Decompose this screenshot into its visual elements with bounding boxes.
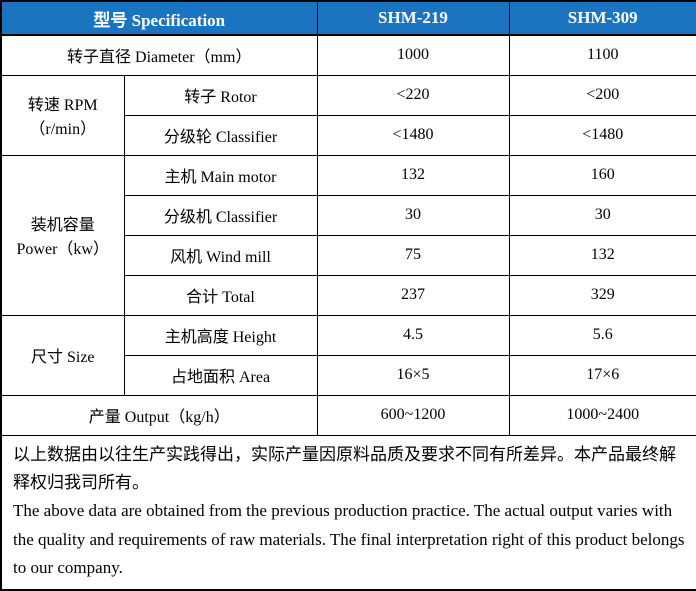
value-rpm-classifier-shm309: <1480 xyxy=(508,114,696,156)
row-power-wind-mill: 风机 Wind mill 75 132 xyxy=(1,234,696,276)
row-size-height: 尺寸 Size 主机高度 Height 4.5 5.6 xyxy=(0,314,696,396)
row-label-diameter: 转子直径 Diameter（mm） xyxy=(0,34,318,76)
value-area-shm309: 17×6 xyxy=(508,354,696,396)
row-power-main-motor: 装机容量 Power（kw） 主机 Main motor 132 160 xyxy=(0,154,696,316)
value-power-classifier-shm309: 30 xyxy=(508,194,696,236)
row-rpm-rotor: 转速 RPM （r/min） 转子 Rotor <220 <200 xyxy=(0,74,696,156)
header-spec-label: 型号 Specification xyxy=(0,0,318,36)
value-total-shm309: 329 xyxy=(508,274,696,316)
value-wind-mill-shm309: 132 xyxy=(508,234,696,276)
value-main-motor-shm219: 132 xyxy=(316,154,510,196)
row-output: 产量 Output（kg/h） 600~1200 1000~2400 xyxy=(0,394,696,436)
row-label-total: 合计 Total xyxy=(123,274,318,316)
row-label-area: 占地面积 Area xyxy=(123,354,318,396)
value-output-shm309: 1000~2400 xyxy=(508,394,696,436)
row-label-rpm-classifier: 分级轮 Classifier xyxy=(123,114,318,156)
header-model-shm309: SHM-309 xyxy=(508,0,696,36)
value-output-shm219: 600~1200 xyxy=(316,394,510,436)
row-label-main-motor: 主机 Main motor xyxy=(123,154,318,196)
table-header-row: 型号 Specification SHM-219 SHM-309 xyxy=(0,0,696,36)
row-label-wind-mill: 风机 Wind mill xyxy=(123,234,318,276)
value-rpm-classifier-shm219: <1480 xyxy=(316,114,510,156)
value-height-shm309: 5.6 xyxy=(508,314,696,356)
value-height-shm219: 4.5 xyxy=(316,314,510,356)
value-area-shm219: 16×5 xyxy=(316,354,510,396)
header-model-shm219: SHM-219 xyxy=(316,0,510,36)
value-rotor-shm309: <200 xyxy=(508,74,696,116)
row-label-height: 主机高度 Height xyxy=(123,314,318,356)
value-diameter-shm309: 1100 xyxy=(508,34,696,76)
value-main-motor-shm309: 160 xyxy=(508,154,696,196)
value-rotor-shm219: <220 xyxy=(316,74,510,116)
group-label-rpm: 转速 RPM （r/min） xyxy=(0,74,125,156)
group-label-size: 尺寸 Size xyxy=(0,314,125,396)
value-diameter-shm219: 1000 xyxy=(316,34,510,76)
value-wind-mill-shm219: 75 xyxy=(316,234,510,276)
row-label-rotor: 转子 Rotor xyxy=(123,74,318,116)
note-text-english: The above data are obtained from the pre… xyxy=(13,501,685,578)
row-label-power-classifier: 分级机 Classifier xyxy=(123,194,318,236)
row-notes: 以上数据由以往生产实践得出，实际产量因原料品质及要求不同有所差异。本产品最终解释… xyxy=(0,434,696,591)
row-label-output: 产量 Output（kg/h） xyxy=(0,394,318,436)
row-size-area: 占地面积 Area 16×5 17×6 xyxy=(1,354,696,396)
row-power-total: 合计 Total 237 329 xyxy=(1,274,696,316)
note-text-chinese: 以上数据由以往生产实践得出，实际产量因原料品质及要求不同有所差异。本产品最终解释… xyxy=(13,444,676,492)
notes-cell: 以上数据由以往生产实践得出，实际产量因原料品质及要求不同有所差异。本产品最终解释… xyxy=(0,434,696,591)
value-total-shm219: 237 xyxy=(316,274,510,316)
value-power-classifier-shm219: 30 xyxy=(316,194,510,236)
row-diameter: 转子直径 Diameter（mm） 1000 1100 xyxy=(0,34,696,76)
group-label-power: 装机容量 Power（kw） xyxy=(0,154,125,316)
